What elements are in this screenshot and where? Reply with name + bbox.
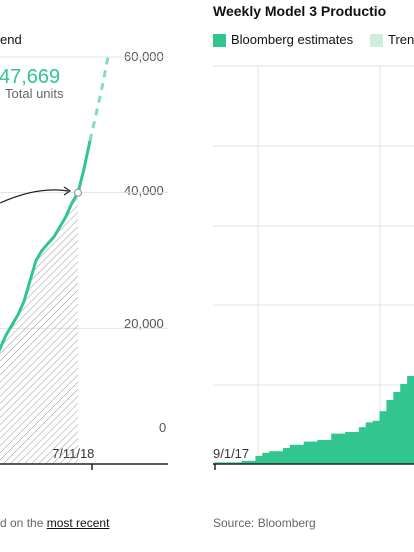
estimate-bar — [407, 376, 414, 464]
estimate-bar — [331, 433, 339, 464]
footnote-prefix: d on the — [0, 516, 44, 530]
total-units-caption: Total units — [5, 86, 64, 101]
estimate-bar — [255, 456, 263, 464]
estimate-bar — [365, 422, 373, 464]
estimate-bar — [303, 441, 311, 464]
estimate-bar — [393, 392, 401, 464]
right-bars — [214, 376, 414, 464]
projection-dashed-line — [88, 56, 110, 141]
estimate-bar — [317, 440, 325, 464]
cumulative-area — [0, 192, 78, 464]
estimate-bar — [324, 440, 332, 464]
estimate-bar — [282, 448, 291, 464]
estimate-bar — [379, 411, 387, 464]
estimate-bar — [248, 460, 256, 464]
cumulative-line — [0, 140, 92, 353]
estimate-bar — [289, 444, 298, 464]
legend-swatch-estimates — [213, 34, 226, 47]
legend-label-trend: Trenc — [388, 32, 414, 47]
estimate-bar — [227, 462, 235, 464]
estimate-bar — [269, 451, 277, 464]
source-note: Source: Bloomberg — [213, 516, 316, 530]
annotation-arrowhead — [63, 186, 72, 196]
left-gridlines — [0, 56, 168, 329]
left-legend-fragment: end — [0, 32, 22, 47]
most-recent-link[interactable]: most recent — [46, 516, 110, 530]
estimate-bar — [234, 462, 242, 464]
right-chart-title: Weekly Model 3 Productio — [213, 3, 387, 19]
right-gridlines — [213, 65, 414, 464]
estimate-bar — [262, 452, 270, 464]
y-tick-40000: 40,000 — [124, 183, 164, 198]
total-units-value: 47,669 — [0, 66, 61, 88]
legend-swatch-trend — [370, 34, 383, 47]
estimate-bar — [345, 432, 353, 464]
estimate-bar — [276, 451, 284, 464]
estimate-bar — [386, 400, 394, 464]
legend-label-estimates: Bloomberg estimates — [231, 32, 354, 47]
estimate-bar — [310, 441, 318, 464]
estimate-bar — [372, 420, 380, 464]
estimate-bar — [351, 432, 360, 464]
left-footnote: d on the most recent — [0, 516, 109, 530]
estimate-bar — [220, 462, 229, 464]
estimate-bar — [358, 427, 367, 464]
estimate-bar — [241, 460, 249, 464]
annotation-arrow — [0, 189, 69, 204]
y-tick-0: 0 — [159, 420, 167, 435]
y-tick-20000: 20,000 — [124, 316, 164, 331]
x-tick-9-1-17: 9/1/17 — [213, 446, 250, 461]
estimate-bar — [338, 433, 346, 464]
estimate-bar — [400, 384, 408, 464]
estimate-bar — [296, 444, 304, 464]
annotation-point — [73, 188, 83, 197]
estimate-bar — [214, 462, 222, 464]
